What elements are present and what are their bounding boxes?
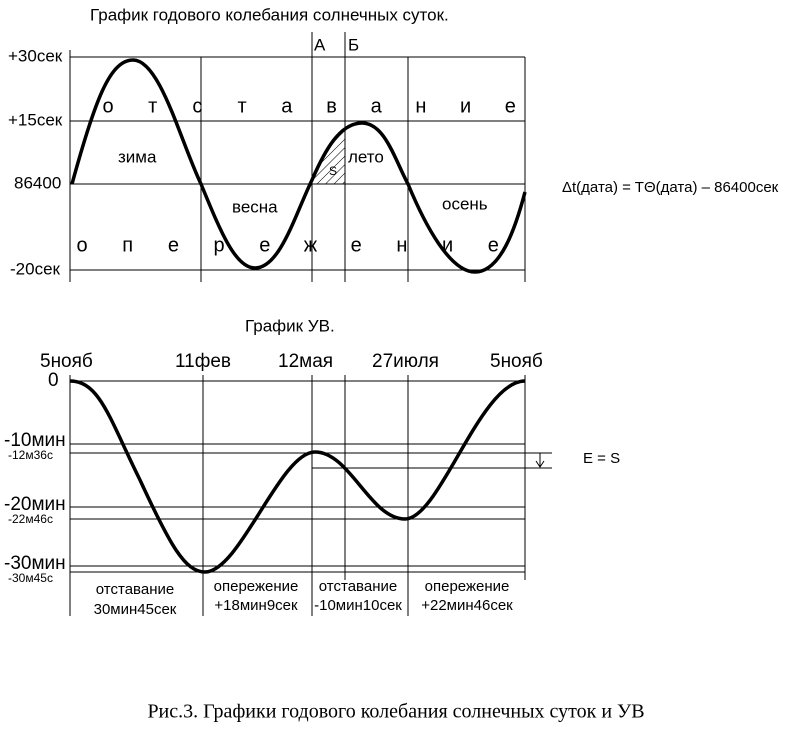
bottom-curve: [69, 379, 526, 574]
letter: н: [415, 95, 426, 117]
letter: и: [442, 234, 453, 256]
date-label: 11фев: [175, 351, 231, 372]
bottom-title: График УВ.: [245, 316, 335, 335]
season: осень: [442, 194, 488, 213]
y-label: -20сек: [10, 259, 61, 278]
bottom-grid: [69, 375, 552, 616]
period-amount: -10мин10сек: [314, 597, 402, 614]
hatched-area: [312, 131, 345, 184]
y-sublabel: -12м36с: [8, 448, 53, 462]
y-label: -30мин: [4, 553, 66, 574]
formula: Δt(дата) = TΘ(дата) – 86400сек: [562, 179, 779, 196]
date-label: 5нояб: [40, 351, 93, 372]
letter: т: [238, 95, 247, 117]
period-status: опережение: [214, 578, 299, 595]
period-amount: 30мин45сек: [94, 601, 177, 618]
y-sublabel: -30м45с: [8, 571, 53, 585]
letter: и: [460, 95, 471, 117]
caption: Рис.3. Графики годового колебания солнеч…: [147, 701, 644, 723]
period-amount: +22мин46сек: [421, 597, 513, 614]
letter: е: [488, 234, 499, 256]
letter: а: [371, 95, 383, 117]
letter: а: [281, 95, 293, 117]
date-label: 27июля: [372, 351, 439, 372]
period-status: опережение: [425, 578, 510, 595]
period-amount: +18мин9сек: [214, 597, 298, 614]
period-status: отставание: [96, 581, 174, 598]
marker: Б: [348, 35, 359, 54]
letter: т: [148, 95, 157, 117]
season: лето: [348, 147, 384, 166]
y-label: -20мин: [4, 494, 66, 515]
y-label: +30сек: [8, 46, 63, 65]
y-label: -10мин: [4, 430, 66, 451]
equation: E = S: [583, 450, 620, 467]
season: весна: [232, 197, 278, 216]
top-title: График годового колебания солнечных суто…: [90, 5, 449, 24]
letter: е: [168, 234, 179, 256]
letter: е: [259, 234, 270, 256]
top-curve: [70, 58, 527, 274]
letter: н: [396, 234, 407, 256]
zero-label: 0: [48, 370, 59, 391]
date-label: 5нояб: [490, 351, 543, 372]
letter: п: [122, 234, 133, 256]
season: зима: [118, 147, 157, 166]
letter: с: [192, 95, 202, 117]
y-sublabel: -22м46с: [8, 512, 53, 526]
letter: е: [351, 234, 362, 256]
y-label: +15сек: [8, 110, 63, 129]
area-label: S: [329, 164, 337, 178]
letter: о: [102, 95, 113, 117]
letter: ж: [304, 234, 318, 256]
letter: в: [326, 95, 337, 117]
period-status: отставание: [319, 578, 397, 595]
letter: р: [214, 234, 225, 256]
y-label: 86400: [14, 173, 61, 192]
letter: е: [505, 95, 516, 117]
marker: А: [314, 35, 326, 54]
letter: о: [76, 234, 87, 256]
top-grid: [69, 32, 526, 282]
date-label: 12мая: [278, 351, 333, 372]
